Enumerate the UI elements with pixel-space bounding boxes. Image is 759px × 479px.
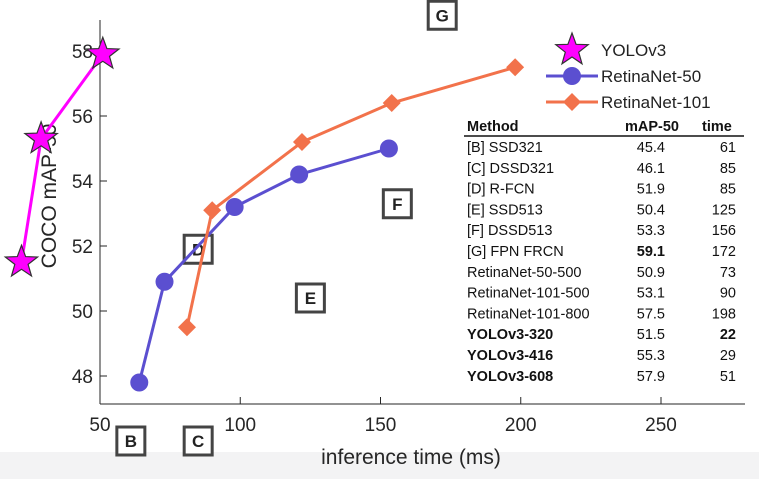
- annotation-label-b: B: [125, 432, 137, 451]
- series-point-retinanet-50: [130, 373, 149, 392]
- table-cell-method: [B] SSD321: [467, 140, 543, 156]
- table-header-time: time: [702, 119, 732, 135]
- table-rows: [B] SSD321 45.4 61 [C] DSSD321 46.1 85 [D] R-F…: [467, 140, 736, 385]
- annotation-label-g: G: [436, 6, 449, 25]
- table-cell-time: 156: [712, 223, 736, 239]
- table-cell-method: RetinaNet-101-800: [467, 306, 590, 322]
- table-cell-method: YOLOv3-416: [467, 348, 553, 364]
- legend-marker-yolov3: [554, 31, 590, 66]
- table-cell-map: 55.3: [637, 348, 665, 364]
- series-point-retinanet-50: [379, 139, 398, 158]
- series-point-retinanet-50: [290, 165, 309, 184]
- table-cell-method: [E] SSD513: [467, 202, 543, 218]
- table-cell-map: 59.1: [637, 244, 665, 260]
- x-tick-label: 100: [224, 415, 256, 436]
- annotation-box-c: [182, 425, 214, 457]
- table-cell-method: [C] DSSD321: [467, 161, 554, 177]
- table-cell-time: 29: [720, 348, 736, 364]
- table-cell-time: 51: [720, 369, 736, 385]
- y-axis-title: COCO mAP-50: [38, 124, 61, 269]
- legend-marker-retinanet-101: [563, 93, 581, 111]
- y-tick-label: 50: [72, 302, 93, 323]
- legend: YOLOv3 RetinaNet-50 RetinaNet-101: [545, 30, 745, 116]
- legend-label-retinanet-50: RetinaNet-50: [601, 67, 701, 86]
- series-point-yolov3: [3, 243, 40, 278]
- table-cell-map: 50.9: [637, 265, 665, 281]
- series-point-retinanet-101: [506, 58, 525, 77]
- series-point-yolov3: [84, 35, 121, 70]
- annotation-box-d: [182, 233, 214, 265]
- y-tick-label: 48: [72, 367, 93, 388]
- table-cell-method: RetinaNet-50-500: [467, 265, 581, 281]
- annotation-box-e: [294, 282, 326, 314]
- table-cell-time: 85: [720, 182, 736, 198]
- y-tick-label: 52: [72, 237, 93, 258]
- legend-label-yolov3: YOLOv3: [601, 41, 666, 60]
- table-cell-method: [F] DSSD513: [467, 223, 552, 239]
- series-point-yolov3: [23, 120, 59, 154]
- table-cell-map: 53.1: [637, 286, 665, 302]
- table-cell-map: 50.4: [637, 202, 665, 218]
- y-tick-label: 58: [72, 42, 93, 63]
- series-point-retinanet-101: [203, 201, 222, 220]
- table-cell-time: 22: [720, 327, 736, 343]
- series-point-retinanet-101: [292, 133, 311, 151]
- series-point-retinanet-101: [382, 94, 401, 112]
- results-table: Method mAP-50 time [B] SSD321 45.4 61 [C] D…: [464, 119, 744, 385]
- table-cell-method: YOLOv3-320: [467, 327, 553, 343]
- annotation-label-e: E: [305, 289, 316, 308]
- annotation-label-c: C: [192, 432, 204, 451]
- x-axis-title: inference time (ms): [321, 446, 501, 469]
- table-cell-time: 61: [720, 140, 736, 156]
- table-cell-time: 85: [720, 161, 736, 177]
- table-cell-map: 45.4: [637, 140, 665, 156]
- series-point-retinanet-50: [225, 198, 244, 216]
- annotation-box-b: [115, 425, 147, 457]
- table-cell-map: 46.1: [637, 161, 665, 177]
- table-cell-map: 53.3: [637, 223, 665, 239]
- series-point-retinanet-101: [177, 318, 196, 337]
- table-cell-time: 73: [720, 265, 736, 281]
- table-cell-time: 125: [712, 202, 736, 218]
- table-cell-map: 51.9: [637, 182, 665, 198]
- table-cell-method: YOLOv3-608: [467, 369, 553, 385]
- series-point-retinanet-50: [155, 272, 174, 291]
- legend-marker-retinanet-50: [563, 67, 581, 85]
- y-tick-label: 56: [72, 107, 93, 128]
- table-cell-map: 51.5: [637, 327, 665, 343]
- series-layer: [3, 35, 525, 392]
- y-ticks: 48 50 52 54 56 58: [72, 42, 107, 388]
- table-header-map: mAP-50: [625, 119, 679, 135]
- table-cell-time: 172: [712, 244, 736, 260]
- table-cell-map: 57.9: [637, 369, 665, 385]
- annotation-box-g: [426, 0, 458, 31]
- x-tick-label: 150: [365, 415, 397, 436]
- y-tick-label: 54: [72, 172, 94, 193]
- legend-markers: [554, 31, 590, 111]
- table-cell-time: 198: [712, 306, 736, 322]
- table-cell-method: RetinaNet-101-500: [467, 286, 590, 302]
- annotation-box-f: [381, 188, 413, 220]
- legend-label-retinanet-101: RetinaNet-101: [601, 93, 711, 112]
- table-cell-method: [G] FPN FRCN: [467, 244, 564, 260]
- annotation-label-f: F: [392, 195, 402, 214]
- x-tick-label: 50: [89, 415, 110, 436]
- x-tick-label: 200: [505, 415, 537, 436]
- x-ticks: 50 100 150 200 250: [89, 397, 677, 436]
- table-cell-method: [D] R-FCN: [467, 182, 535, 198]
- table-header-method: Method: [467, 119, 519, 135]
- table-cell-map: 57.5: [637, 306, 665, 322]
- x-tick-label: 250: [645, 415, 677, 436]
- table-cell-time: 90: [720, 286, 736, 302]
